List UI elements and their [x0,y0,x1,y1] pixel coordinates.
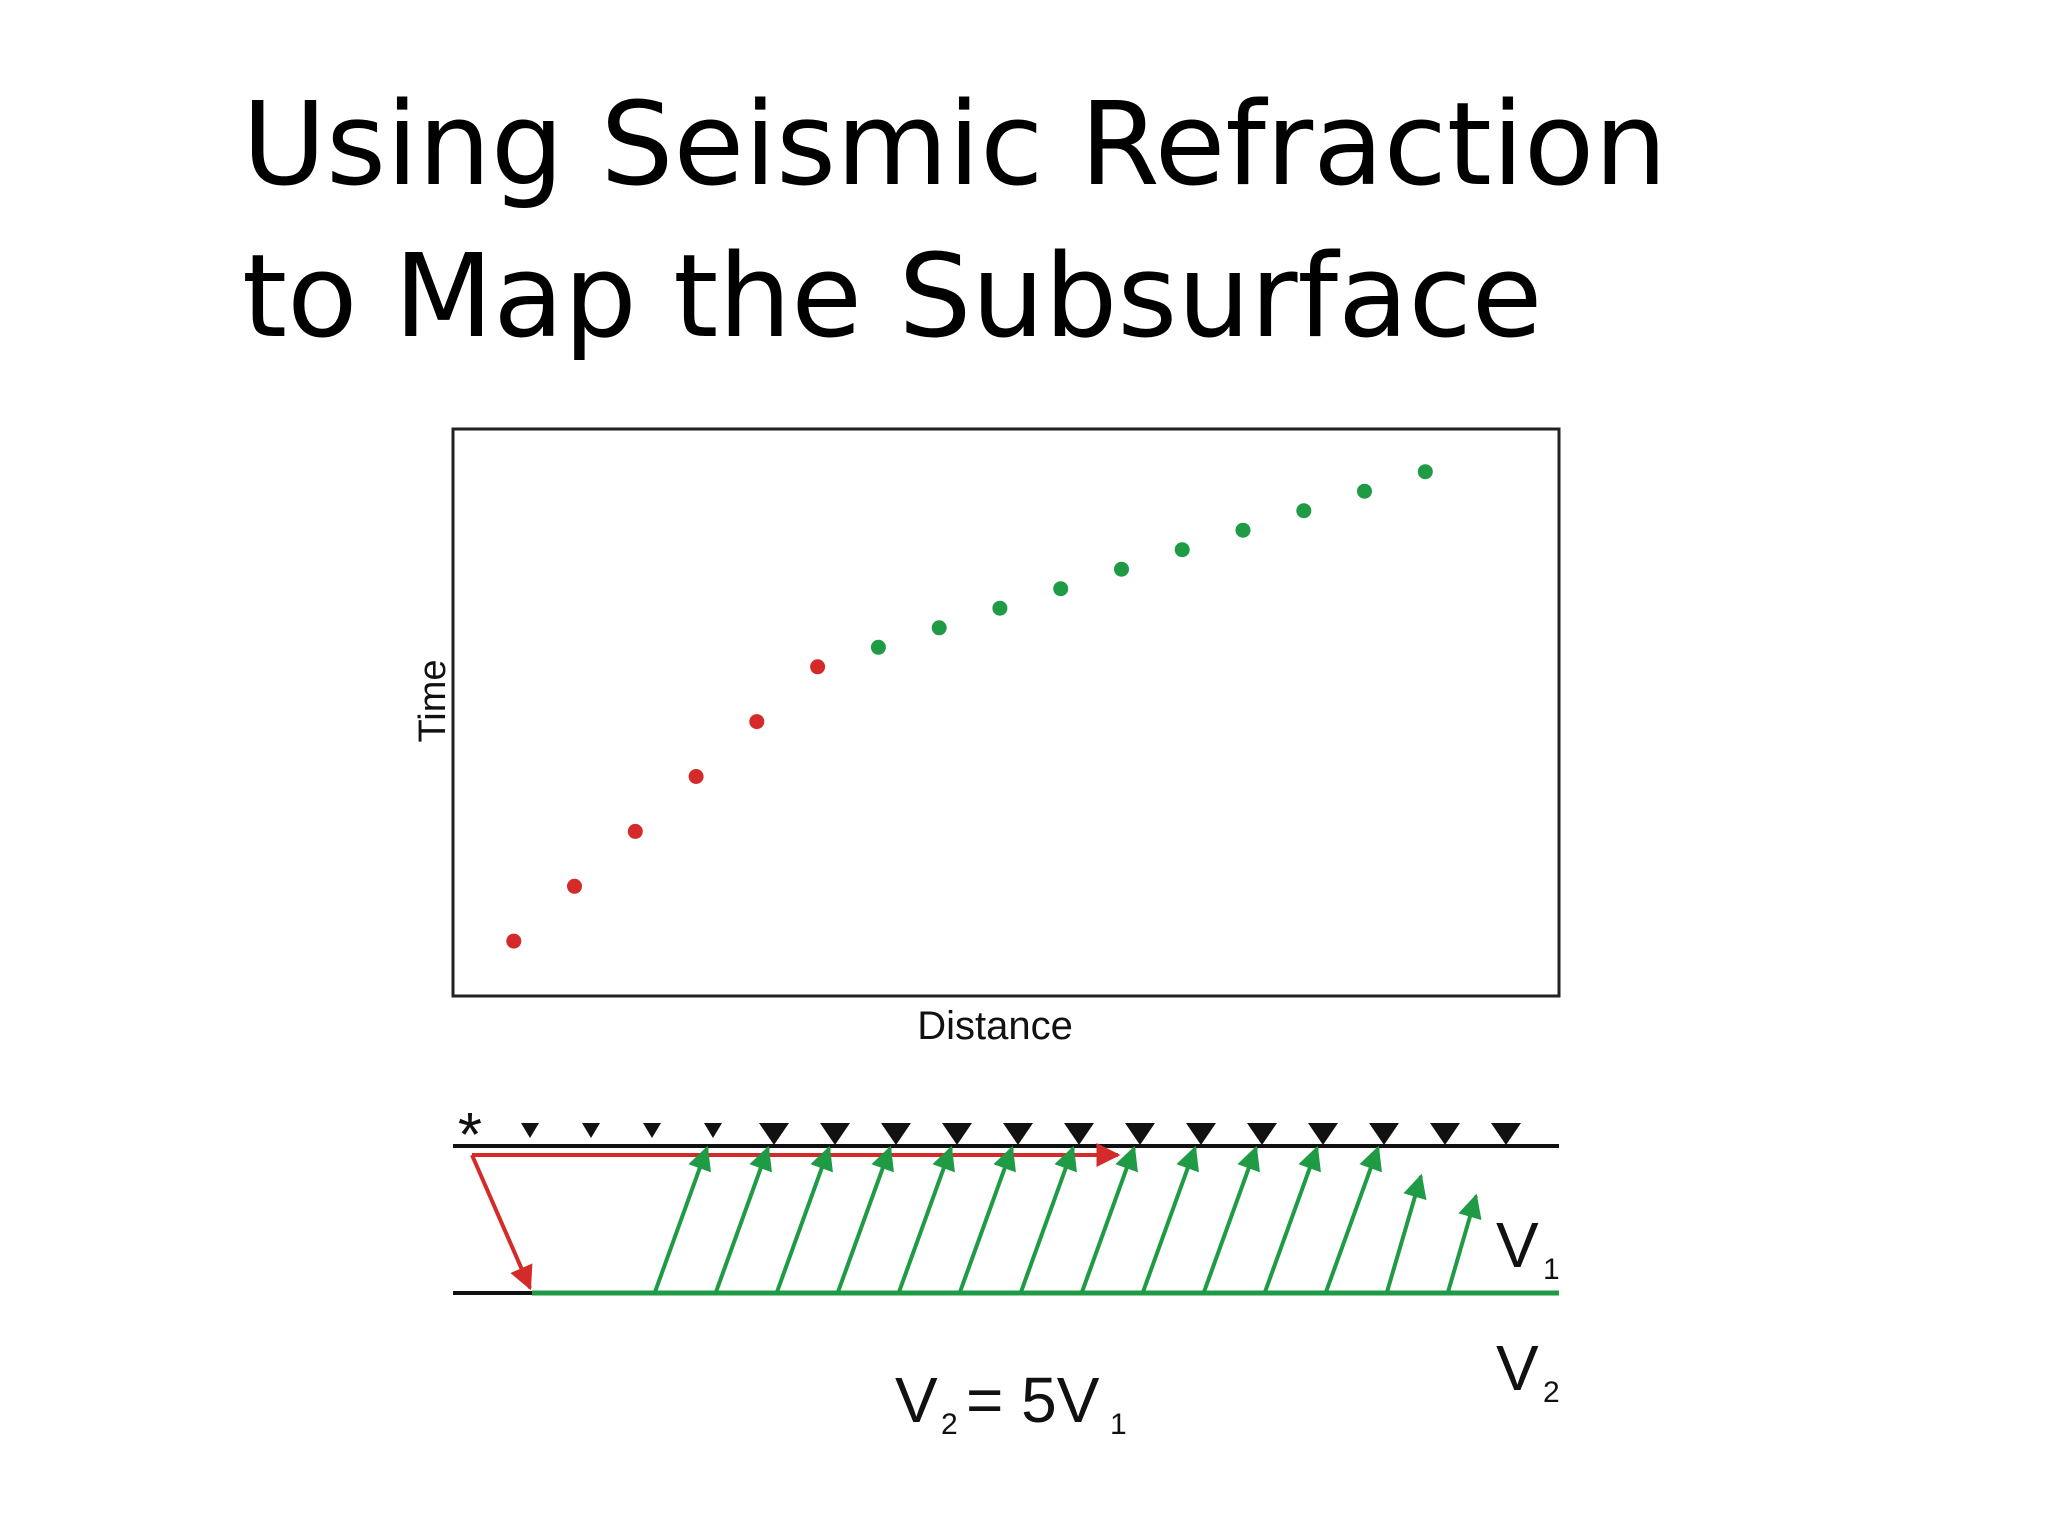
refracted-ray-arrow [653,1145,711,1293]
travel-time-chart: Time Distance [412,427,1561,1048]
plot-frame [451,427,1561,998]
data-point [870,639,886,655]
geophone [759,1123,789,1145]
source-star: * [458,1101,482,1170]
data-point [1053,581,1069,597]
geophone [704,1123,722,1138]
data-point [1114,561,1129,577]
data-point [992,600,1008,616]
geophone [881,1123,911,1145]
velocity-ratio-equation: V 2 = 5V 1 [895,1364,1127,1441]
data-point [688,769,704,784]
geophone [1491,1123,1521,1145]
geophone [521,1123,539,1138]
refracted-ray-arrow [1324,1145,1382,1293]
refracted-ray-arrow [1446,1193,1482,1293]
refracted-ray-arrow [1202,1145,1260,1293]
geophone [1125,1123,1155,1145]
data-point [1357,483,1372,499]
refracted-ray-arrow [1385,1173,1427,1293]
refracted-rays [653,1145,1482,1293]
geophone [643,1123,661,1138]
geophone-array [521,1123,1521,1145]
slide-title-line-2: to Map the Subsurface [242,230,1543,364]
data-point [567,878,582,894]
geophone [1308,1123,1338,1145]
geophone [582,1123,600,1138]
refracted-ray-arrow [836,1145,894,1293]
refracted-ray-arrow [1019,1145,1077,1293]
refracted-ray-arrow [958,1145,1016,1293]
data-point [1174,542,1190,558]
refracted-ray-arrow [1263,1145,1321,1293]
data-point [1296,503,1312,519]
geophone [1247,1123,1277,1145]
refracted-ray-arrow [897,1145,955,1293]
geophone [1369,1123,1399,1145]
geophone [1064,1123,1094,1145]
refracted-ray-arrow [1080,1145,1138,1293]
geophone [942,1123,972,1145]
data-points [506,464,1433,949]
data-point [627,823,643,839]
data-point [749,714,765,730]
x-axis-label: Distance [917,1004,1073,1048]
geophone [1186,1123,1216,1145]
refracted-ray-arrow [775,1145,833,1293]
incident-ray-arrow [470,1154,533,1291]
y-axis-label: Time [412,659,454,742]
data-point [931,620,947,636]
data-point [1235,522,1251,538]
geophone [1430,1123,1460,1145]
geophone [820,1123,850,1145]
data-point [1417,464,1433,480]
slide-title-line-1: Using Seismic Refraction [242,78,1668,212]
refracted-ray-arrow [714,1145,772,1293]
data-point [810,659,826,675]
geophone [1003,1123,1033,1145]
data-point [506,933,522,949]
refracted-ray-arrow [1141,1145,1199,1293]
